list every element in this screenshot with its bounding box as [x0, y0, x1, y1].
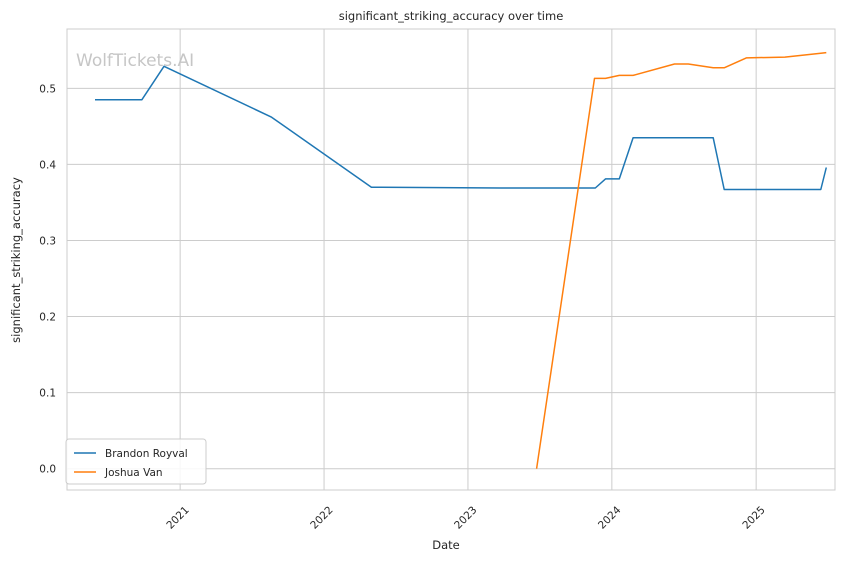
series-lines [95, 51, 828, 469]
y-axis-ticks: 0.0 0.1 0.2 0.3 0.4 0.5 [39, 83, 56, 475]
legend-box [65, 438, 207, 485]
grid [67, 29, 835, 490]
x-tick-label: 2022 [308, 504, 335, 531]
y-tick-label: 0.3 [39, 235, 56, 247]
y-tick-label: 0.2 [39, 312, 56, 324]
chart-title: significant_striking_accuracy over time [339, 9, 564, 23]
legend-label: Brandon Royval [105, 448, 188, 460]
x-axis-ticks: 2021 2022 2023 2024 2025 [164, 504, 767, 532]
y-tick-label: 0.0 [39, 464, 56, 476]
x-tick-label: 2023 [452, 504, 479, 531]
plot-area [66, 28, 836, 491]
y-tick-label: 0.4 [39, 159, 56, 171]
y-axis-label: significant_striking_accuracy [9, 177, 23, 343]
x-tick-label: 2025 [740, 504, 767, 531]
x-tick-label: 2024 [596, 504, 624, 532]
legend-label: Joshua Van [104, 467, 163, 479]
y-tick-label: 0.5 [39, 83, 56, 95]
y-tick-label: 0.1 [39, 388, 56, 400]
series-line [535, 51, 827, 469]
series-line [95, 65, 828, 191]
x-axis-label: Date [432, 538, 460, 552]
watermark: WolfTickets.AI [76, 51, 194, 71]
legend: Brandon Royval Joshua Van [65, 438, 207, 485]
x-tick-label: 2021 [164, 504, 191, 531]
